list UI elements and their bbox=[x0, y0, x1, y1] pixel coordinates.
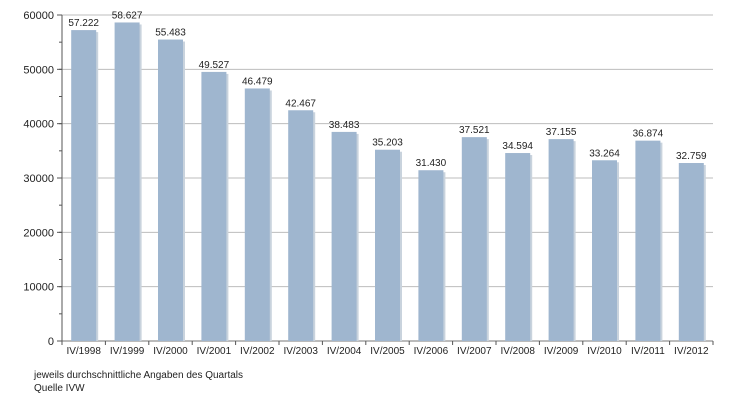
y-tick-label: 20000 bbox=[23, 227, 54, 239]
bar-value-label: 49.527 bbox=[199, 60, 230, 71]
x-tick-label: IV/2006 bbox=[414, 346, 449, 357]
x-tick-label: IV/2007 bbox=[457, 346, 492, 357]
bar-value-label: 37.521 bbox=[459, 125, 490, 136]
x-tick-label: IV/1999 bbox=[110, 346, 145, 357]
bar bbox=[635, 140, 661, 341]
y-tick-label: 50000 bbox=[23, 64, 54, 76]
bar-chart: 0 10000 20000 30000 40000 50000 60000 57.222 IV/… bbox=[23, 10, 714, 357]
bar bbox=[71, 30, 97, 341]
x-tick-label: IV/2001 bbox=[197, 346, 232, 357]
bar bbox=[548, 139, 574, 341]
bar bbox=[201, 71, 227, 342]
bar-value-label: 36.874 bbox=[633, 129, 664, 140]
x-tick-label: IV/2003 bbox=[283, 346, 318, 357]
note-averages: jeweils durchschnittliche Angaben des Qu… bbox=[34, 370, 244, 381]
bar bbox=[505, 153, 531, 341]
y-tick-label: 60000 bbox=[23, 10, 54, 22]
bar-value-label: 57.222 bbox=[68, 18, 99, 29]
bar bbox=[418, 170, 444, 341]
bar bbox=[114, 22, 140, 342]
bar bbox=[331, 131, 357, 341]
x-tick-label: IV/2012 bbox=[674, 346, 709, 357]
x-tick-label: IV/2008 bbox=[500, 346, 535, 357]
bar bbox=[375, 149, 400, 341]
bar-value-label: 58.627 bbox=[112, 10, 143, 21]
chart-notes: jeweils durchschnittliche Angaben des Qu… bbox=[34, 369, 243, 395]
y-tick-label: 40000 bbox=[23, 119, 54, 131]
x-tick-label: IV/1998 bbox=[66, 346, 101, 357]
note-source: Quelle IVW bbox=[34, 383, 85, 394]
bar-value-label: 42.467 bbox=[285, 98, 316, 109]
x-tick-label: IV/2002 bbox=[240, 346, 275, 357]
bar bbox=[244, 88, 270, 341]
y-tick-label: 0 bbox=[48, 336, 54, 348]
bar bbox=[288, 110, 314, 341]
x-tick-label: IV/2000 bbox=[153, 346, 188, 357]
bar-value-label: 34.594 bbox=[502, 141, 533, 152]
bar-value-label: 35.203 bbox=[372, 138, 403, 149]
x-tick-label: IV/2010 bbox=[587, 346, 622, 357]
bar-value-label: 46.479 bbox=[242, 76, 273, 87]
x-tick-label: IV/2011 bbox=[631, 346, 665, 357]
y-tick-label: 10000 bbox=[23, 282, 54, 294]
y-tick-label: 30000 bbox=[23, 173, 54, 185]
bar-value-label: 55.483 bbox=[155, 28, 186, 39]
x-tick-label: IV/2005 bbox=[370, 346, 405, 357]
bar-value-label: 38.483 bbox=[329, 120, 360, 131]
bar-value-label: 31.430 bbox=[416, 158, 447, 169]
bar bbox=[678, 163, 704, 341]
bar bbox=[461, 137, 487, 341]
x-tick-label: IV/2004 bbox=[327, 346, 362, 357]
bar-value-label: 33.264 bbox=[589, 148, 620, 159]
bar bbox=[158, 39, 183, 342]
bar-value-label: 32.759 bbox=[676, 151, 707, 162]
bar-value-label: 37.155 bbox=[546, 127, 577, 138]
bar bbox=[592, 160, 617, 341]
x-tick-label: IV/2009 bbox=[544, 346, 579, 357]
